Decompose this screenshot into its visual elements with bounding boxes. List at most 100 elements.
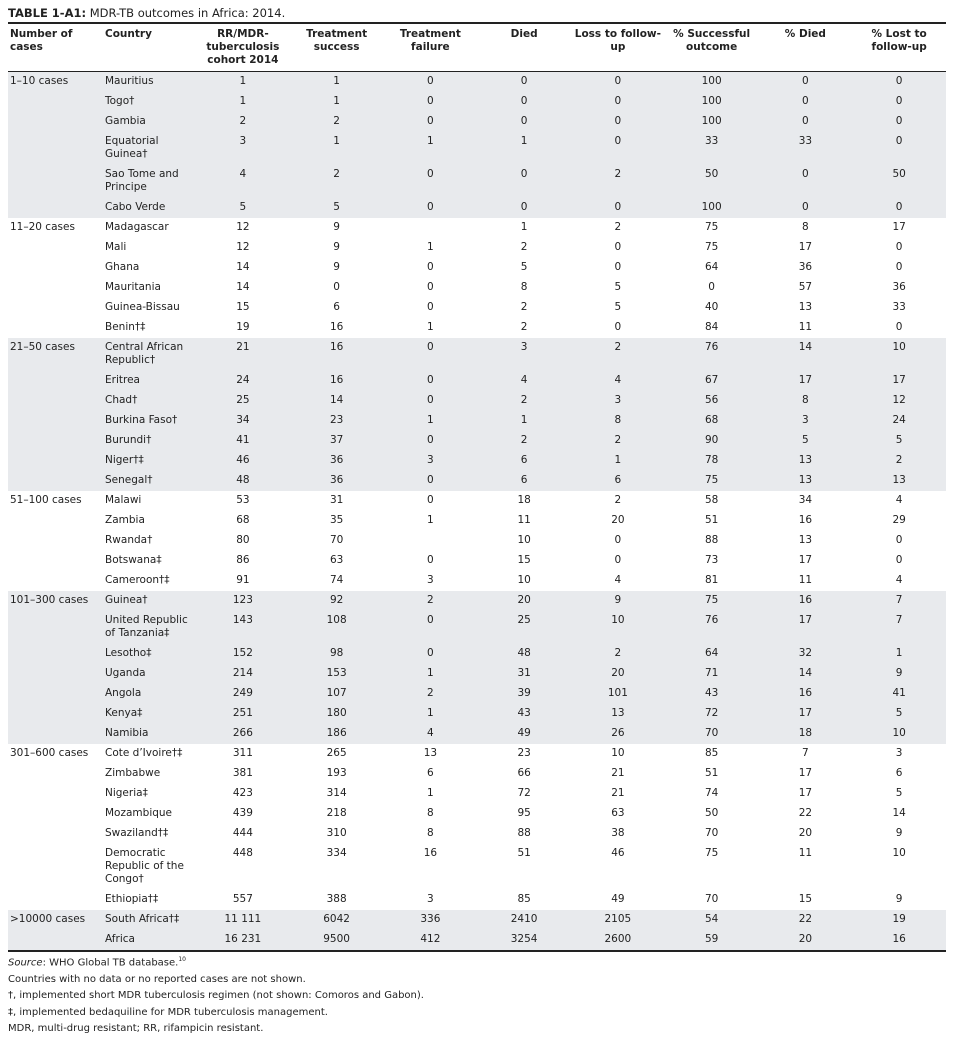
value-cell: 22: [798, 913, 813, 925]
value-cell: 3: [895, 747, 903, 759]
value-cell: 11 111: [224, 913, 262, 925]
value-cell: 78: [704, 454, 719, 466]
value-cell: 0: [614, 554, 622, 566]
value-cell: 13: [892, 474, 906, 486]
value-cell: 20: [798, 827, 813, 839]
table-row: 1–10 cases Mauritius 1 1 0 0 0 100 0 0: [8, 72, 946, 93]
value-cell: 2: [427, 594, 434, 606]
table-row: Zambia 68 35 1 11 20 51 16 29: [8, 511, 946, 531]
value-cell: 9: [333, 221, 340, 233]
value-cell: 310: [326, 827, 347, 839]
table-row: >10000 cases South Africa†‡ 11 111 6042 336 2…: [8, 910, 946, 930]
note-line: †, implemented short MDR tuberculosis re…: [8, 990, 424, 1002]
value-cell: 75: [704, 847, 719, 859]
value-cell: 7: [895, 594, 903, 606]
country-cell: United Republic of Tanzania‡: [105, 614, 188, 639]
value-cell: 17: [798, 241, 813, 253]
value-cell: 423: [232, 787, 253, 799]
value-cell: 7: [895, 614, 903, 626]
value-cell: 2: [427, 687, 434, 699]
table-row: Africa 16 231 9500 412 3254 2600 59 20 16: [8, 930, 946, 951]
value-cell: 25: [517, 614, 531, 626]
value-cell: 16: [329, 321, 344, 333]
table-title: TABLE 1-A1: MDR-TB outcomes in Africa: 2…: [8, 6, 285, 20]
country-cell: Gambia: [105, 115, 146, 127]
country-cell: Burundi†: [105, 434, 152, 446]
table-row: Gambia 2 2 0 0 0 100 0 0: [8, 112, 946, 132]
value-cell: 4: [895, 494, 903, 506]
value-cell: 43: [517, 707, 531, 719]
value-cell: 0: [802, 201, 809, 213]
value-cell: 75: [704, 474, 719, 486]
table-row: Senegal† 48 36 0 6 6 75 13 13: [8, 471, 946, 491]
value-cell: 20: [611, 667, 625, 679]
value-cell: 37: [329, 434, 344, 446]
value-cell: 14: [329, 394, 344, 406]
value-cell: 100: [701, 201, 722, 213]
value-cell: 5: [614, 281, 622, 293]
country-cell: Guinea†: [105, 594, 148, 606]
value-cell: 63: [611, 807, 625, 819]
value-cell: 0: [427, 554, 434, 566]
value-cell: 16: [798, 687, 813, 699]
value-cell: 13: [798, 454, 813, 466]
table-row: Lesotho‡ 152 98 0 48 2 64 32 1: [8, 644, 946, 664]
value-cell: 107: [326, 687, 347, 699]
value-cell: 1: [520, 221, 528, 233]
value-cell: 2105: [604, 913, 632, 925]
value-cell: 10: [517, 534, 531, 546]
country-cell: Angola: [105, 687, 142, 699]
value-cell: 153: [326, 667, 347, 679]
value-cell: 17: [798, 374, 813, 386]
value-cell: 0: [708, 281, 715, 293]
case-group: 21–50 cases Central African Republic† 21 16…: [8, 338, 946, 491]
value-cell: 11: [798, 847, 813, 859]
case-group: 51–100 cases Malawi 53 31 0 18 2 58 34 4 Zambia 68 3…: [8, 491, 946, 591]
value-cell: 16: [423, 847, 438, 859]
value-cell: 1: [520, 135, 528, 147]
country-cell: Malawi: [105, 494, 142, 506]
country-cell: Namibia: [105, 727, 149, 739]
table-row: Angola 249 107 2 39 101 43 16 41: [8, 684, 946, 704]
value-cell: 8: [427, 827, 434, 839]
country-cell: Madagascar: [105, 221, 169, 233]
value-cell: 8: [802, 394, 809, 406]
note-line: ‡, implemented bedaquiline for MDR tuber…: [8, 1006, 328, 1018]
value-cell: 85: [517, 893, 531, 905]
value-cell: 50: [892, 168, 906, 180]
value-cell: 59: [704, 933, 719, 945]
value-cell: 9: [333, 241, 340, 253]
column-header: % Lost to follow-up: [871, 28, 927, 53]
value-cell: 68: [704, 414, 719, 426]
value-cell: 17: [798, 767, 813, 779]
value-cell: 9: [614, 594, 622, 606]
footnotes: Source: WHO Global TB database.10 Countr…: [8, 952, 424, 1038]
table-row: Equatorial Guinea† 3 1 1 1 0 33 33 0: [8, 132, 946, 165]
value-cell: 3: [802, 414, 809, 426]
value-cell: 12: [892, 394, 906, 406]
value-cell: 23: [329, 414, 344, 426]
value-cell: 0: [427, 95, 434, 107]
table-row: Nigeria‡ 423 314 1 72 21 74 17 5: [8, 784, 946, 804]
column-header: % Died: [784, 28, 826, 40]
table-row: Uganda 214 153 1 31 20 71 14 9: [8, 664, 946, 684]
value-cell: 0: [895, 201, 903, 213]
value-cell: 38: [611, 827, 625, 839]
column-header: Number of cases: [10, 28, 73, 53]
value-cell: 36: [329, 454, 344, 466]
country-cell: Africa: [105, 933, 135, 945]
value-cell: 0: [614, 115, 622, 127]
value-cell: 8: [802, 221, 809, 233]
value-cell: 49: [517, 727, 531, 739]
table-row: Zimbabwe 381 193 6 66 21 51 17 6: [8, 764, 946, 784]
value-cell: 0: [614, 241, 622, 253]
value-cell: 50: [704, 807, 719, 819]
value-cell: 39: [517, 687, 531, 699]
value-cell: 5: [520, 261, 528, 273]
country-cell: Botswana‡: [105, 554, 162, 566]
value-cell: 444: [232, 827, 253, 839]
value-cell: 34: [798, 494, 813, 506]
value-cell: 17: [892, 374, 906, 386]
value-cell: 1: [520, 414, 528, 426]
value-cell: [384, 218, 478, 238]
